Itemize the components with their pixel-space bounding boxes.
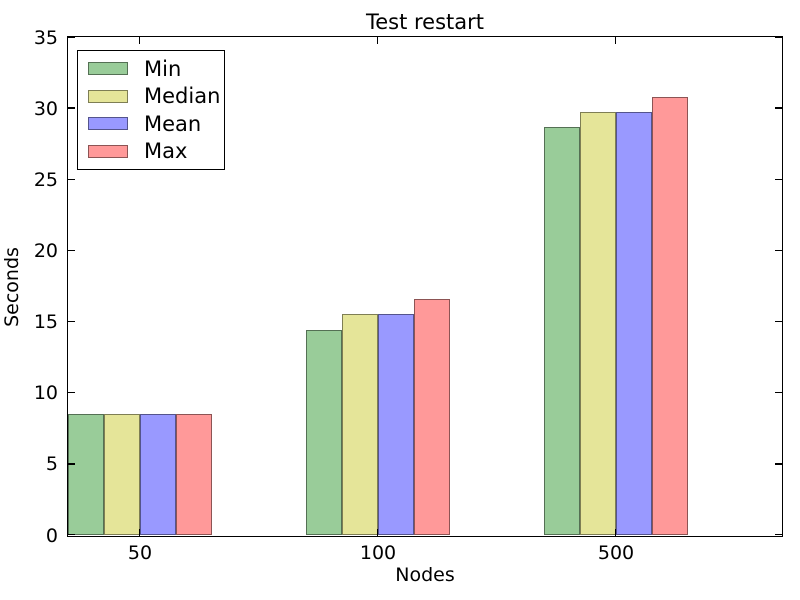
y-tick-mark — [68, 320, 75, 323]
y-tick-mark — [775, 178, 782, 180]
y-tick-label: 15 — [33, 311, 58, 334]
y-tick-mark — [68, 178, 75, 180]
bar-mean-50 — [139, 414, 176, 535]
legend-swatch-median — [88, 89, 128, 103]
x-tick-label: 50 — [127, 542, 153, 564]
bar-max-500 — [651, 96, 688, 535]
y-tick-label: 20 — [33, 239, 58, 262]
y-tick-mark — [775, 37, 782, 39]
x-tick-mark — [138, 529, 141, 536]
x-tick-label: 100 — [359, 542, 397, 564]
bar-mean-100 — [377, 314, 414, 535]
y-tick-mark — [775, 463, 782, 465]
y-tick-label: 10 — [33, 382, 58, 405]
x-tick-mark — [376, 37, 379, 44]
legend-label: Median — [144, 84, 221, 109]
x-tick-mark — [376, 529, 379, 536]
legend-item-min: Min — [78, 56, 224, 82]
bar-min-500 — [543, 126, 580, 535]
y-tick-label: 35 — [33, 26, 58, 49]
bar-mean-500 — [615, 112, 652, 535]
bar-max-50 — [175, 414, 212, 535]
bar-max-100 — [413, 298, 450, 535]
bar-median-500 — [579, 112, 616, 535]
y-tick-mark — [775, 392, 782, 394]
legend-item-median: Median — [78, 83, 224, 109]
legend-swatch-max — [88, 144, 128, 158]
x-tick-mark — [614, 37, 617, 44]
bar-median-100 — [341, 314, 378, 535]
y-tick-mark — [775, 107, 782, 109]
legend-item-mean: Mean — [78, 111, 224, 137]
legend-swatch-mean — [88, 117, 128, 131]
legend: Min Median Mean Max — [77, 50, 225, 170]
y-tick-label: 25 — [33, 168, 58, 191]
x-tick-mark — [614, 529, 617, 536]
y-tick-label: 5 — [45, 453, 58, 476]
y-tick-mark — [775, 320, 782, 323]
legend-label: Mean — [144, 111, 202, 136]
legend-label: Max — [144, 139, 188, 164]
chart-title: Test restart — [365, 10, 485, 34]
legend-swatch-min — [88, 62, 128, 76]
plot-area — [67, 36, 783, 537]
y-tick-mark — [68, 533, 75, 535]
y-tick-mark — [775, 533, 782, 535]
y-tick-mark — [68, 392, 75, 394]
x-tick-label: 500 — [597, 542, 635, 564]
y-tick-mark — [68, 463, 75, 465]
y-tick-label: 30 — [33, 97, 58, 120]
y-tick-mark — [775, 249, 782, 252]
y-tick-mark — [68, 107, 75, 109]
y-tick-mark — [68, 249, 75, 252]
x-tick-mark — [138, 37, 141, 44]
legend-label: Min — [144, 56, 182, 81]
bar-median-50 — [103, 414, 140, 535]
bar-min-100 — [305, 330, 342, 535]
x-axis-label: Nodes — [395, 564, 455, 586]
bar-min-50 — [67, 414, 104, 535]
y-tick-mark — [68, 37, 75, 39]
y-tick-label: 0 — [45, 524, 58, 547]
legend-item-max: Max — [78, 138, 224, 164]
